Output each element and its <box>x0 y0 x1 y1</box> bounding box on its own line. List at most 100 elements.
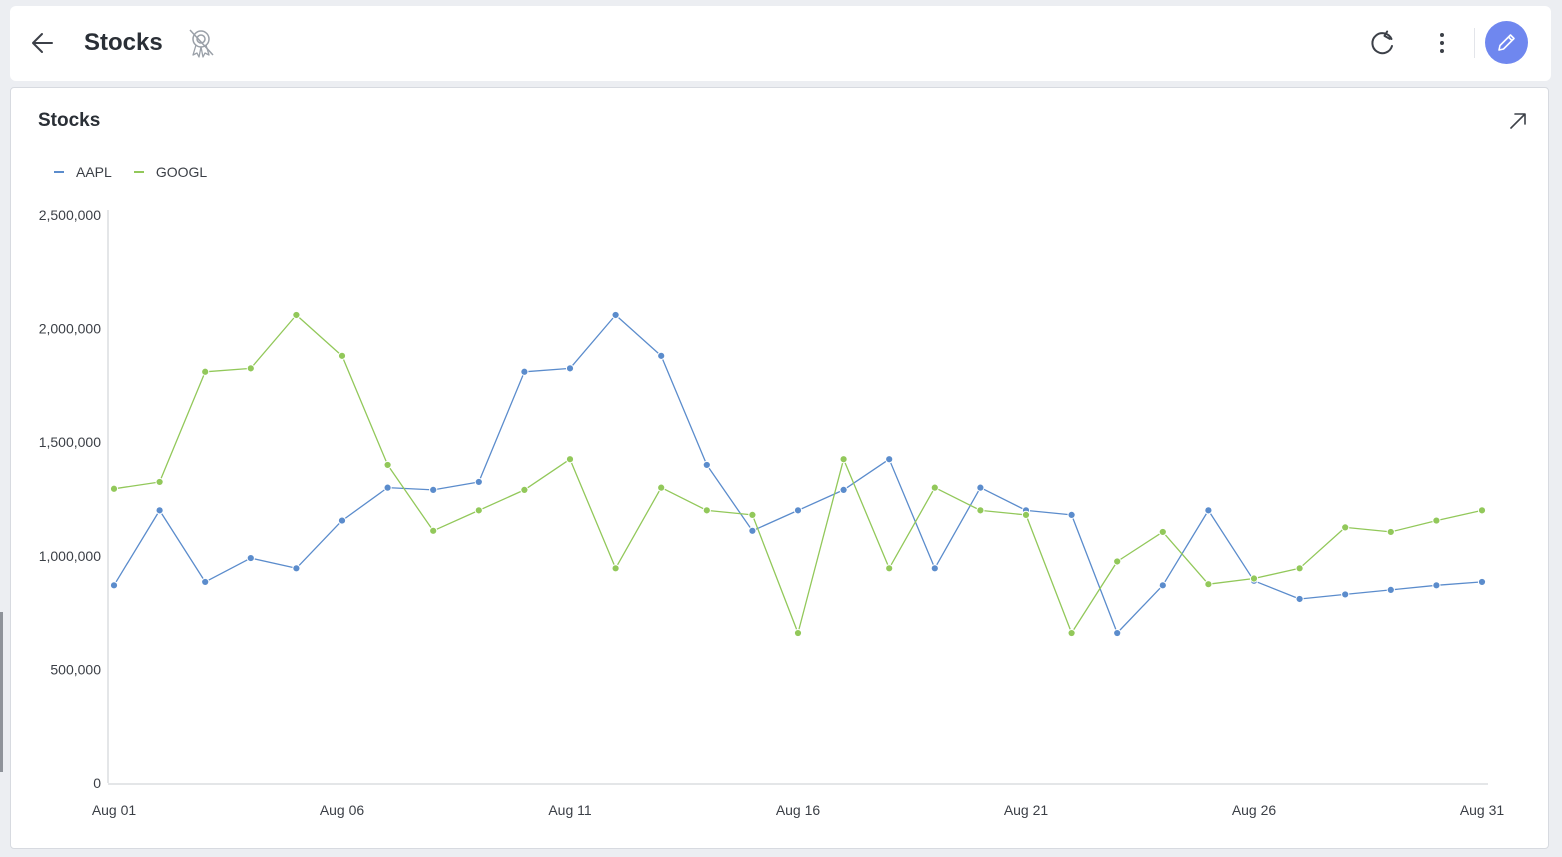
data-point-aapl[interactable] <box>702 460 711 470</box>
legend-item-googl[interactable]: GOOGL <box>133 164 208 180</box>
data-point-aapl[interactable] <box>1432 581 1441 590</box>
data-point-googl[interactable] <box>657 483 666 492</box>
refresh-icon <box>1371 30 1393 55</box>
data-point-googl[interactable] <box>1021 510 1031 520</box>
legend-item-aapl[interactable]: AAPL <box>54 164 112 180</box>
data-point-aapl[interactable] <box>1067 510 1076 520</box>
data-point-googl[interactable] <box>1249 574 1259 583</box>
data-point-aapl[interactable] <box>429 485 438 495</box>
data-point-aapl[interactable] <box>611 310 620 320</box>
series-googl <box>109 310 1487 638</box>
data-point-googl[interactable] <box>1432 516 1441 525</box>
data-point-aapl[interactable] <box>292 564 301 573</box>
expand-arrow-icon <box>1510 113 1526 129</box>
data-point-aapl[interactable] <box>201 577 210 587</box>
data-point-aapl[interactable] <box>155 506 164 515</box>
page-title: Stocks <box>84 29 163 56</box>
data-point-aapl[interactable] <box>1204 506 1213 515</box>
card-title: Stocks <box>38 110 101 131</box>
data-point-aapl[interactable] <box>930 564 939 573</box>
data-point-aapl[interactable] <box>1386 585 1395 594</box>
data-point-googl[interactable] <box>474 506 483 515</box>
y-tick-label: 0 <box>93 775 101 791</box>
data-point-googl[interactable] <box>337 351 347 360</box>
y-tick-label: 1,000,000 <box>39 548 101 564</box>
refresh-button[interactable] <box>1367 27 1399 59</box>
data-point-googl[interactable] <box>1158 527 1167 537</box>
data-point-aapl[interactable] <box>1341 590 1350 599</box>
x-tick-label: Aug 06 <box>320 802 365 818</box>
data-point-googl[interactable] <box>155 477 164 487</box>
chart-series <box>109 310 1487 638</box>
legend-swatch-aapl <box>54 171 64 173</box>
data-point-googl[interactable] <box>611 564 620 573</box>
data-point-googl[interactable] <box>1067 628 1076 638</box>
data-point-googl[interactable] <box>976 506 985 515</box>
scrollbar[interactable] <box>0 612 3 772</box>
y-tick-label: 2,000,000 <box>39 321 101 337</box>
data-point-aapl[interactable] <box>246 553 255 563</box>
data-point-aapl[interactable] <box>109 581 119 590</box>
chart-card: Stocks AAPL GOOGL 2,500,000 2,000,000 1,50… <box>10 87 1549 849</box>
data-point-aapl[interactable] <box>565 364 575 373</box>
data-point-aapl[interactable] <box>657 351 666 360</box>
data-point-aapl[interactable] <box>1477 577 1487 587</box>
data-point-googl[interactable] <box>201 367 210 376</box>
legend-swatch-googl <box>133 171 144 173</box>
data-point-aapl[interactable] <box>1113 628 1122 638</box>
arrow-left-icon <box>32 33 53 53</box>
series-aapl <box>109 310 1487 638</box>
data-point-aapl[interactable] <box>520 367 529 376</box>
more-options-button[interactable] <box>1430 27 1454 59</box>
data-point-googl[interactable] <box>1113 557 1122 566</box>
data-point-googl[interactable] <box>565 455 575 464</box>
data-point-googl[interactable] <box>885 564 894 573</box>
y-tick-label: 1,500,000 <box>39 434 101 450</box>
data-point-googl[interactable] <box>246 364 255 373</box>
data-point-aapl[interactable] <box>383 483 392 492</box>
data-point-googl[interactable] <box>292 310 301 320</box>
line-chart: 2,500,000 2,000,000 1,500,000 1,000,000 500,… <box>39 207 1505 818</box>
data-point-googl[interactable] <box>429 526 438 535</box>
edit-button[interactable] <box>1485 21 1528 64</box>
data-point-googl[interactable] <box>1341 523 1350 532</box>
series-line-googl <box>113 314 1483 634</box>
data-point-googl[interactable] <box>109 484 119 493</box>
data-point-aapl[interactable] <box>839 485 848 495</box>
x-tick-label: Aug 01 <box>92 802 137 818</box>
x-axis: Aug 01 Aug 06 Aug 11 Aug 16 Aug 21 Aug 26 Aug … <box>92 783 1504 818</box>
data-point-googl[interactable] <box>1295 564 1304 573</box>
back-button[interactable] <box>28 28 58 58</box>
y-axis: 2,500,000 2,000,000 1,500,000 1,000,000 500,… <box>39 207 109 791</box>
series-line-aapl <box>113 314 1483 634</box>
x-tick-label: Aug 21 <box>1004 802 1049 818</box>
data-point-googl[interactable] <box>702 506 711 515</box>
y-tick-label: 500,000 <box>50 661 101 677</box>
toolbar-divider <box>1474 28 1475 58</box>
expand-button[interactable] <box>1507 110 1529 132</box>
data-point-googl[interactable] <box>1477 506 1487 515</box>
data-point-aapl[interactable] <box>748 526 757 535</box>
data-point-aapl[interactable] <box>474 477 483 487</box>
data-point-googl[interactable] <box>383 460 392 470</box>
more-vertical-icon <box>1440 33 1444 53</box>
data-point-aapl[interactable] <box>885 455 894 464</box>
data-point-aapl[interactable] <box>976 483 985 492</box>
data-point-googl[interactable] <box>1386 527 1395 537</box>
data-point-googl[interactable] <box>793 628 803 638</box>
data-point-googl[interactable] <box>839 455 848 464</box>
award-off-icon <box>185 26 219 60</box>
x-tick-label: Aug 16 <box>776 802 821 818</box>
y-tick-label: 2,500,000 <box>39 207 101 223</box>
data-point-googl[interactable] <box>1204 580 1213 589</box>
legend-label-googl: GOOGL <box>155 164 208 180</box>
data-point-googl[interactable] <box>930 483 939 492</box>
data-point-aapl[interactable] <box>1295 594 1304 604</box>
data-point-aapl[interactable] <box>1158 581 1167 590</box>
x-tick-label: Aug 11 <box>548 802 592 818</box>
data-point-googl[interactable] <box>748 510 757 520</box>
data-point-googl[interactable] <box>520 485 529 495</box>
chart-legend: AAPL GOOGL <box>54 163 229 181</box>
data-point-aapl[interactable] <box>793 506 803 515</box>
data-point-aapl[interactable] <box>337 516 347 525</box>
